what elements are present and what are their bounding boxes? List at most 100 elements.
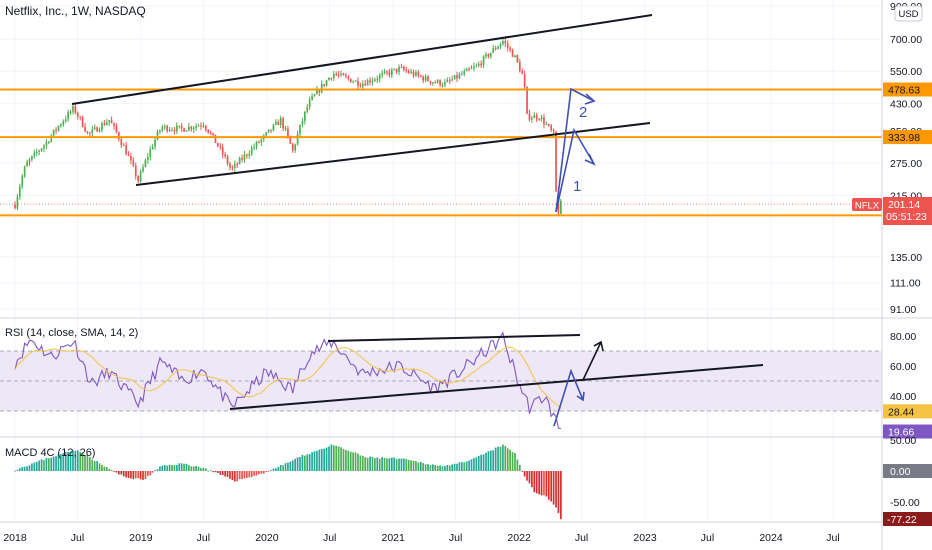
- macd-bar[interactable]: [405, 458, 408, 471]
- candle[interactable]: [432, 82, 434, 84]
- candle[interactable]: [376, 78, 379, 80]
- candle[interactable]: [506, 43, 509, 48]
- candle[interactable]: [69, 111, 72, 113]
- macd-bar[interactable]: [374, 458, 376, 471]
- macd-bar[interactable]: [204, 468, 207, 471]
- candle[interactable]: [38, 150, 40, 153]
- candle[interactable]: [270, 129, 272, 131]
- macd-bar[interactable]: [57, 454, 60, 471]
- candle[interactable]: [383, 71, 386, 74]
- macd-bar[interactable]: [16, 469, 19, 471]
- candle[interactable]: [468, 68, 470, 70]
- macd-bar[interactable]: [31, 463, 33, 471]
- candle[interactable]: [323, 84, 326, 86]
- macd-bar[interactable]: [357, 453, 359, 471]
- candle[interactable]: [460, 74, 463, 76]
- macd-bar[interactable]: [560, 471, 562, 520]
- candle[interactable]: [81, 117, 84, 127]
- macd-bar[interactable]: [463, 462, 466, 471]
- candle[interactable]: [463, 71, 466, 75]
- macd-bar[interactable]: [226, 471, 229, 477]
- projection-path-2[interactable]: [555, 87, 595, 213]
- candle[interactable]: [233, 163, 236, 168]
- candle[interactable]: [146, 156, 149, 161]
- macd-bar[interactable]: [371, 457, 374, 471]
- macd-bar[interactable]: [231, 471, 234, 481]
- macd-histogram[interactable]: [14, 444, 562, 520]
- candle[interactable]: [62, 121, 65, 125]
- macd-bar[interactable]: [55, 456, 57, 471]
- macd-bar[interactable]: [163, 464, 166, 471]
- candle[interactable]: [171, 129, 173, 131]
- candle[interactable]: [219, 146, 222, 148]
- candle[interactable]: [509, 47, 511, 50]
- macd-bar[interactable]: [236, 471, 239, 482]
- candle[interactable]: [388, 72, 391, 75]
- candle[interactable]: [320, 84, 323, 93]
- macd-bar[interactable]: [52, 456, 55, 471]
- macd-bar[interactable]: [142, 471, 144, 480]
- macd-bar[interactable]: [509, 449, 511, 471]
- macd-bar[interactable]: [369, 456, 371, 471]
- rsi-ma-line[interactable]: [14, 346, 562, 409]
- candle[interactable]: [473, 66, 475, 68]
- macd-bar[interactable]: [67, 451, 69, 471]
- macd-bar[interactable]: [151, 471, 154, 473]
- candle[interactable]: [378, 75, 381, 79]
- macd-bar[interactable]: [330, 444, 333, 471]
- macd-bar[interactable]: [23, 466, 26, 471]
- candle[interactable]: [555, 131, 557, 192]
- macd-bar[interactable]: [248, 471, 251, 478]
- macd-bar[interactable]: [492, 450, 495, 471]
- candle[interactable]: [89, 132, 91, 134]
- macd-bar[interactable]: [43, 460, 45, 471]
- macd-bar[interactable]: [543, 471, 545, 496]
- macd-bar[interactable]: [494, 447, 497, 471]
- candle[interactable]: [296, 134, 299, 145]
- candle[interactable]: [231, 167, 234, 169]
- candle[interactable]: [45, 141, 48, 146]
- candle[interactable]: [84, 126, 86, 132]
- macd-bar[interactable]: [364, 457, 367, 471]
- macd-bar[interactable]: [386, 458, 388, 471]
- candle[interactable]: [57, 126, 60, 131]
- candle[interactable]: [456, 75, 458, 79]
- candle[interactable]: [130, 156, 132, 161]
- macd-bar[interactable]: [255, 471, 258, 476]
- macd-bar[interactable]: [475, 457, 478, 471]
- macd-bar[interactable]: [265, 471, 268, 472]
- candle[interactable]: [183, 128, 185, 132]
- macd-bar[interactable]: [349, 451, 352, 471]
- macd-bar[interactable]: [328, 446, 330, 471]
- candle[interactable]: [60, 124, 62, 127]
- macd-bar[interactable]: [98, 463, 101, 471]
- candle[interactable]: [390, 69, 393, 75]
- candle[interactable]: [289, 136, 292, 144]
- macd-bar[interactable]: [188, 465, 190, 471]
- candle[interactable]: [110, 120, 113, 124]
- macd-bar[interactable]: [130, 471, 132, 479]
- candle[interactable]: [332, 74, 335, 79]
- candle[interactable]: [371, 80, 374, 83]
- candle[interactable]: [439, 80, 441, 86]
- macd-bar[interactable]: [241, 471, 243, 479]
- macd-bar[interactable]: [378, 458, 381, 471]
- candle[interactable]: [531, 118, 533, 120]
- candle[interactable]: [453, 75, 456, 80]
- candle[interactable]: [236, 163, 239, 165]
- macd-bar[interactable]: [533, 471, 536, 493]
- macd-bar[interactable]: [511, 452, 514, 471]
- candle[interactable]: [204, 125, 207, 130]
- macd-bar[interactable]: [207, 470, 210, 472]
- candle[interactable]: [393, 68, 396, 70]
- macd-bar[interactable]: [243, 471, 246, 479]
- macd-bar[interactable]: [197, 466, 200, 471]
- macd-bar[interactable]: [499, 446, 502, 471]
- candle[interactable]: [14, 204, 16, 209]
- macd-axis[interactable]: 50.00 -50.00 0.00 -77.22: [883, 435, 932, 526]
- macd-bar[interactable]: [45, 457, 48, 471]
- macd-bar[interactable]: [60, 454, 62, 471]
- candle[interactable]: [284, 128, 287, 130]
- macd-bar[interactable]: [96, 461, 98, 471]
- macd-bar[interactable]: [313, 451, 316, 471]
